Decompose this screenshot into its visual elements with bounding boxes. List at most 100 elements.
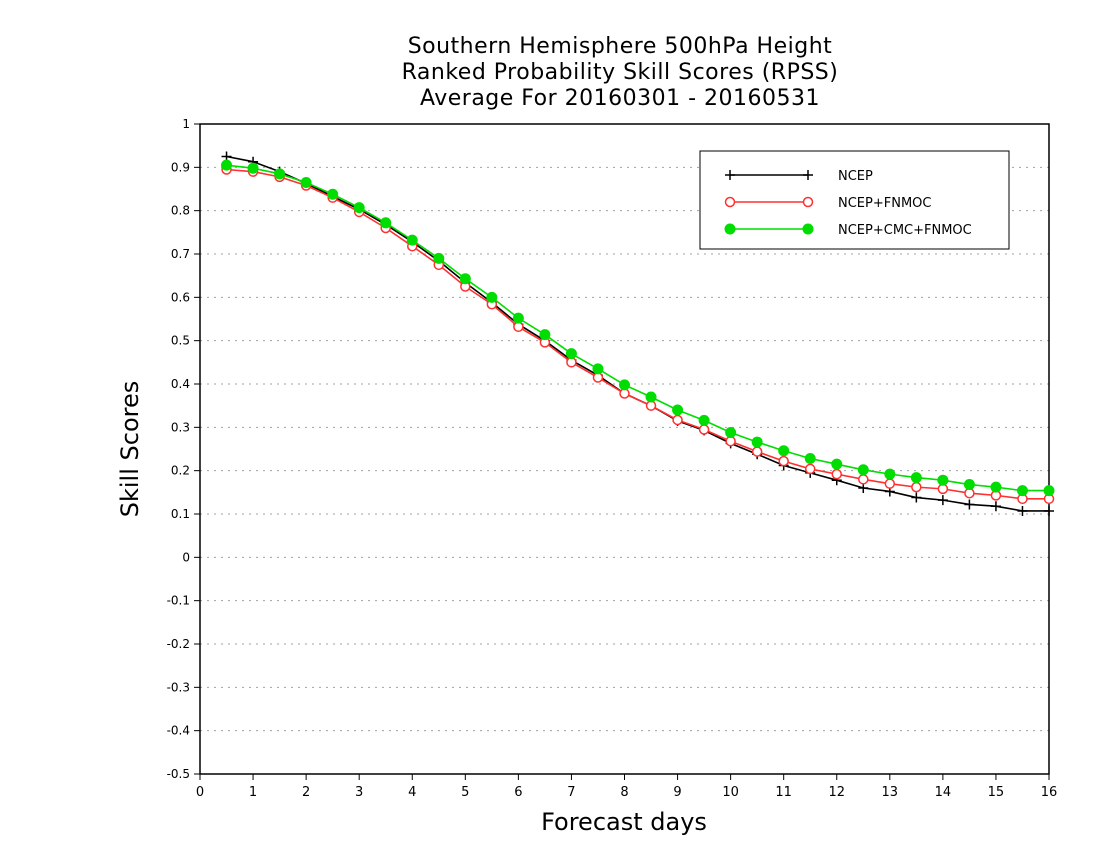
series-1-point xyxy=(911,492,922,503)
series-2-point xyxy=(804,463,816,475)
y-tick-label: -0.3 xyxy=(167,680,190,694)
x-tick-label: 7 xyxy=(567,785,575,800)
series-1-point xyxy=(964,499,975,510)
series-2-point xyxy=(831,468,842,480)
y-tick-label: 0.3 xyxy=(171,420,190,434)
legend-marker-1 xyxy=(725,170,735,180)
series-1-point xyxy=(1017,505,1028,516)
legend-marker-2 xyxy=(802,196,814,208)
x-tick-label: 2 xyxy=(302,785,310,800)
series-3-point xyxy=(539,329,551,341)
series-2-point xyxy=(911,481,922,493)
series-3-point xyxy=(433,252,445,264)
y-tick-label: 1 xyxy=(182,117,190,131)
legend-label-1: NCEP xyxy=(838,169,873,184)
series-2-point xyxy=(778,455,789,467)
y-tick-label: 0.6 xyxy=(171,290,190,304)
y-axis-title: Skill Scores xyxy=(116,380,144,518)
series-3-point xyxy=(751,436,763,448)
series-3-point xyxy=(619,379,630,391)
x-tick-label: 9 xyxy=(673,785,681,800)
series-3-point xyxy=(778,445,790,457)
x-tick-label: 11 xyxy=(775,785,792,800)
series-3-point xyxy=(645,391,657,403)
series-2-point xyxy=(725,435,736,447)
series-3-point xyxy=(857,464,869,476)
y-tick-label: 0.9 xyxy=(171,160,190,174)
series-2-point xyxy=(672,414,683,426)
legend-box xyxy=(699,150,1010,250)
legend-marker-2 xyxy=(724,196,736,208)
y-tick-label: -0.2 xyxy=(167,637,190,651)
x-tick-label: 6 xyxy=(514,785,522,800)
series-3-point xyxy=(327,188,339,200)
legend-marker-3 xyxy=(802,223,814,235)
series-3-point xyxy=(486,291,498,303)
y-tick-label: 0.7 xyxy=(171,247,190,261)
series-3-point xyxy=(884,468,896,480)
series-3-point xyxy=(910,472,922,484)
y-tick-label: 0.2 xyxy=(171,464,190,478)
x-tick-label: 16 xyxy=(1041,785,1058,800)
series-2-point xyxy=(858,474,869,485)
series-2-point xyxy=(698,424,710,435)
y-tick-label: 0 xyxy=(182,550,190,564)
x-axis-title: Forecast days xyxy=(541,808,707,836)
y-tick-label: -0.4 xyxy=(167,724,190,738)
x-tick-label: 15 xyxy=(988,785,1005,800)
series-1-point xyxy=(858,483,869,493)
series-3-point xyxy=(672,404,684,416)
series-2-point xyxy=(645,400,657,411)
x-tick-label: 0 xyxy=(196,785,204,800)
series-1-point xyxy=(1044,505,1054,516)
series-2-point xyxy=(592,372,604,383)
y-tick-label: 0.4 xyxy=(171,377,190,391)
y-tick-label: 0.8 xyxy=(171,204,190,218)
series-3-point xyxy=(406,234,418,246)
series-2-point xyxy=(751,446,763,457)
x-tick-label: 8 xyxy=(620,785,628,800)
chart-title-line-1: Southern Hemisphere 500hPa Height xyxy=(407,34,833,59)
series-2-point xyxy=(937,483,949,495)
x-tick-label: 13 xyxy=(882,785,899,800)
series-2-point xyxy=(566,357,577,368)
legend-marker-3 xyxy=(724,223,736,235)
series-3-point xyxy=(698,414,710,426)
legend-label-2: NCEP+FNMOC xyxy=(838,196,931,211)
chart-title-line-2: Ranked Probability Skill Scores (RPSS) xyxy=(401,60,839,85)
series-2-point xyxy=(964,487,975,499)
series-3-point xyxy=(592,363,604,375)
x-tick-label: 14 xyxy=(935,785,952,800)
series-3-point xyxy=(221,159,233,171)
series-3-point xyxy=(353,202,365,214)
series-3-point xyxy=(804,453,816,465)
x-tick-label: 12 xyxy=(828,785,845,800)
x-tick-label: 4 xyxy=(408,785,416,800)
y-tick-label: -0.1 xyxy=(167,594,190,608)
x-tick-label: 1 xyxy=(249,785,257,800)
series-3-point xyxy=(1016,485,1028,497)
series-2-point xyxy=(513,321,524,333)
series-3-point xyxy=(380,217,392,229)
series-1-point xyxy=(990,501,1001,512)
y-tick-label: 0.1 xyxy=(171,507,190,521)
series-3-point xyxy=(937,474,949,486)
y-tick-label: 0.5 xyxy=(171,334,190,348)
series-3-point xyxy=(725,427,737,439)
series-3-point xyxy=(459,273,471,285)
series-2-point xyxy=(619,388,630,399)
series-3-point xyxy=(300,177,312,188)
legend-marker-1 xyxy=(803,170,813,180)
series-3-point xyxy=(274,168,286,180)
series-3-point xyxy=(990,481,1002,493)
chart-title-line-3: Average For 20160301 - 20160531 xyxy=(419,86,821,111)
legend-label-3: NCEP+CMC+FNMOC xyxy=(838,223,972,238)
series-3-point xyxy=(247,162,259,174)
series-2-point xyxy=(884,478,896,489)
series-3-point xyxy=(963,479,975,491)
x-tick-label: 5 xyxy=(461,785,469,800)
series-3-point xyxy=(512,312,524,324)
series-3-point xyxy=(831,458,843,470)
